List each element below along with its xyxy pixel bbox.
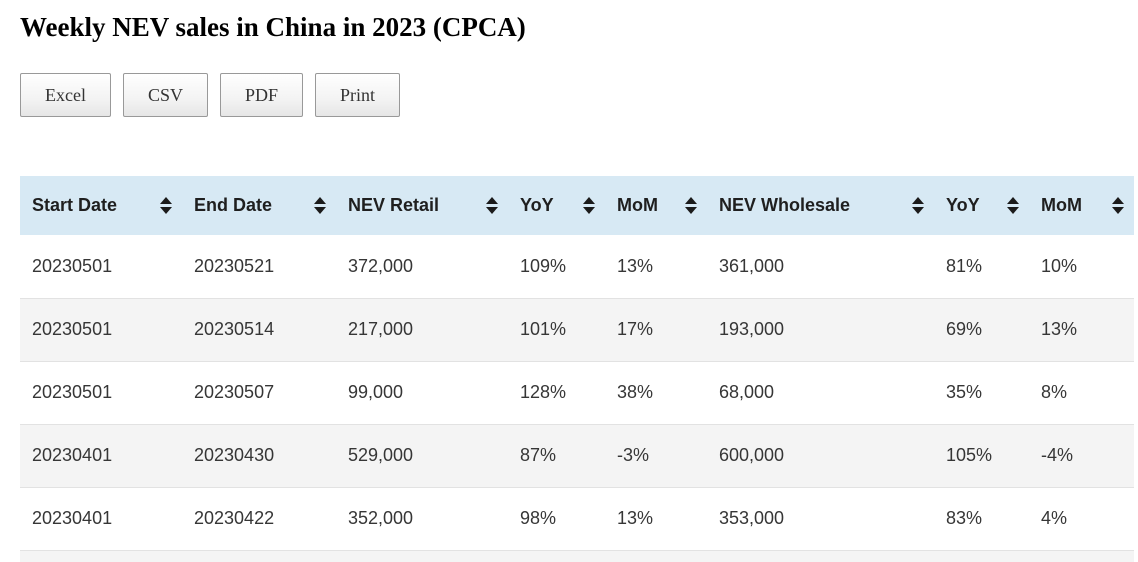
column-header-yoy-retail[interactable]: YoY xyxy=(508,176,605,235)
cell-empty xyxy=(182,550,336,562)
header-cell-content: YoY xyxy=(508,195,605,216)
cell-start-date: 20230501 xyxy=(32,319,113,339)
cell-yoy-retail: 87% xyxy=(520,445,557,465)
header-cell-content: End Date xyxy=(182,195,336,216)
cell-mom-retail: 13% xyxy=(617,255,654,276)
table-container: Start Date End Date NEV Retail YoY MoM NEV Wh… xyxy=(20,176,1134,562)
cell-start-date: 20230401 xyxy=(32,445,113,465)
export-toolbar: Excel CSV PDF Print xyxy=(20,73,1138,117)
cell-empty xyxy=(707,550,934,562)
cell-nev-wholesale: 361,000 xyxy=(719,255,785,276)
cell-yoy-wholesale: 69% xyxy=(946,319,983,339)
table-row: 20230401 20230430 529,000 87% -3% 600,000 105%… xyxy=(20,424,1134,487)
sort-arrows-icon xyxy=(1112,197,1124,214)
cell-empty xyxy=(508,550,605,562)
cell-nev-wholesale: 600,000 xyxy=(719,445,785,465)
cell-mom-wholesale: 10% xyxy=(1041,255,1078,276)
cell-yoy-retail: 128% xyxy=(520,382,567,402)
table-row: 20230501 20230507 99,000 128% 38% 68,000 35% 8% xyxy=(20,361,1134,424)
column-label-mom-wholesale: MoM xyxy=(1041,195,1082,215)
header-cell-content: YoY xyxy=(934,195,1029,216)
csv-export-button[interactable]: CSV xyxy=(122,73,208,117)
table-row-partial xyxy=(20,550,1134,562)
cell-nev-retail: 99,000 xyxy=(348,382,404,402)
column-label-nev-wholesale: NEV Wholesale xyxy=(719,195,851,215)
cell-mom-wholesale: -4% xyxy=(1041,445,1074,465)
column-label-mom-retail: MoM xyxy=(617,195,658,215)
cell-nev-retail: 372,000 xyxy=(348,255,414,276)
cell-end-date: 20230430 xyxy=(194,445,275,465)
nev-sales-table: Start Date End Date NEV Retail YoY MoM NEV Wh… xyxy=(20,176,1134,562)
cell-empty xyxy=(934,550,1029,562)
cell-empty xyxy=(1029,550,1134,562)
column-header-end-date[interactable]: End Date xyxy=(182,176,336,235)
cell-empty xyxy=(605,550,707,562)
column-label-end-date: End Date xyxy=(194,195,273,215)
cell-mom-retail: 17% xyxy=(617,319,654,339)
column-header-yoy-wholesale[interactable]: YoY xyxy=(934,176,1029,235)
sort-arrows-icon xyxy=(912,197,924,214)
cell-nev-wholesale: 68,000 xyxy=(719,382,775,402)
table-body: 20230501 20230521 372,000 109% 13% 361,000 81%… xyxy=(20,235,1134,562)
table-row: 20230401 20230422 352,000 98% 13% 353,000 83% 4… xyxy=(20,487,1134,550)
cell-nev-retail: 529,000 xyxy=(348,445,414,465)
cell-yoy-wholesale: 105% xyxy=(946,445,993,465)
cell-yoy-wholesale: 35% xyxy=(946,382,983,402)
sort-arrows-icon xyxy=(160,197,172,214)
cell-end-date: 20230514 xyxy=(194,319,275,339)
cell-nev-wholesale: 353,000 xyxy=(719,508,785,528)
cell-yoy-retail: 98% xyxy=(520,508,557,528)
table-header-row: Start Date End Date NEV Retail YoY MoM NEV Wh… xyxy=(20,176,1134,235)
column-label-yoy-retail: YoY xyxy=(520,195,554,215)
header-cell-content: NEV Wholesale xyxy=(707,195,934,216)
column-header-nev-wholesale[interactable]: NEV Wholesale xyxy=(707,176,934,235)
header-cell-content: Start Date xyxy=(20,195,182,216)
cell-start-date: 20230401 xyxy=(32,508,113,528)
header-cell-content: MoM xyxy=(605,195,707,216)
column-label-yoy-wholesale: YoY xyxy=(946,195,980,215)
cell-yoy-wholesale: 83% xyxy=(946,508,983,528)
table-row: 20230501 20230514 217,000 101% 17% 193,000 69%… xyxy=(20,298,1134,361)
cell-mom-retail: 38% xyxy=(617,382,654,402)
sort-arrows-icon xyxy=(1007,197,1019,214)
cell-yoy-retail: 109% xyxy=(520,255,567,276)
cell-end-date: 20230507 xyxy=(194,382,275,402)
cell-nev-retail: 217,000 xyxy=(348,319,414,339)
cell-mom-wholesale: 4% xyxy=(1041,508,1068,528)
cell-mom-retail: 13% xyxy=(617,508,654,528)
cell-end-date: 20230422 xyxy=(194,508,275,528)
cell-mom-wholesale: 13% xyxy=(1041,319,1078,339)
sort-arrows-icon xyxy=(314,197,326,214)
column-header-start-date[interactable]: Start Date xyxy=(20,176,182,235)
cell-nev-retail: 352,000 xyxy=(348,508,414,528)
header-cell-content: MoM xyxy=(1029,195,1134,216)
cell-end-date: 20230521 xyxy=(194,255,275,276)
sort-arrows-icon xyxy=(486,197,498,214)
pdf-export-button[interactable]: PDF xyxy=(220,73,304,117)
cell-empty xyxy=(336,550,508,562)
cell-nev-wholesale: 193,000 xyxy=(719,319,785,339)
sort-arrows-icon xyxy=(685,197,697,214)
sort-arrows-icon xyxy=(583,197,595,214)
cell-start-date: 20230501 xyxy=(32,255,113,276)
cell-empty xyxy=(20,550,182,562)
header-cell-content: NEV Retail xyxy=(336,195,508,216)
column-header-mom-retail[interactable]: MoM xyxy=(605,176,707,235)
column-header-mom-wholesale[interactable]: MoM xyxy=(1029,176,1134,235)
column-label-nev-retail: NEV Retail xyxy=(348,195,440,215)
excel-export-button[interactable]: Excel xyxy=(20,73,111,117)
print-button[interactable]: Print xyxy=(315,73,401,117)
page-title: Weekly NEV sales in China in 2023 (CPCA) xyxy=(20,12,526,42)
cell-yoy-retail: 101% xyxy=(520,319,567,339)
cell-start-date: 20230501 xyxy=(32,382,113,402)
column-label-start-date: Start Date xyxy=(32,195,118,215)
cell-mom-retail: -3% xyxy=(617,445,650,465)
cell-mom-wholesale: 8% xyxy=(1041,382,1068,402)
table-row: 20230501 20230521 372,000 109% 13% 361,000 81%… xyxy=(20,235,1134,298)
cell-yoy-wholesale: 81% xyxy=(946,255,983,276)
column-header-nev-retail[interactable]: NEV Retail xyxy=(336,176,508,235)
